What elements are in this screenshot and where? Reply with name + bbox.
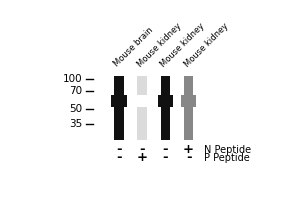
Bar bbox=[158, 95, 173, 107]
Bar bbox=[111, 95, 127, 107]
Bar bbox=[114, 76, 124, 95]
Bar bbox=[161, 76, 170, 95]
Text: N Peptide: N Peptide bbox=[204, 145, 251, 155]
Text: -: - bbox=[139, 143, 145, 156]
Text: -: - bbox=[163, 151, 168, 164]
Text: -: - bbox=[116, 151, 122, 164]
Text: -: - bbox=[116, 143, 122, 156]
Text: -: - bbox=[186, 151, 191, 164]
Bar bbox=[181, 95, 197, 107]
Bar bbox=[114, 107, 124, 140]
Bar bbox=[184, 107, 193, 140]
Text: Mouse kidney: Mouse kidney bbox=[136, 21, 183, 69]
Text: Mouse kidney: Mouse kidney bbox=[159, 21, 207, 69]
Text: Mouse kidney: Mouse kidney bbox=[182, 21, 230, 69]
Text: 70: 70 bbox=[69, 86, 82, 96]
Text: Mouse brain: Mouse brain bbox=[112, 26, 155, 69]
Text: 100: 100 bbox=[63, 74, 82, 84]
Bar bbox=[137, 76, 147, 95]
Bar bbox=[184, 76, 193, 95]
Text: 35: 35 bbox=[69, 119, 82, 129]
Text: +: + bbox=[183, 143, 194, 156]
Bar bbox=[161, 107, 170, 140]
Text: 50: 50 bbox=[69, 104, 82, 114]
Text: P Peptide: P Peptide bbox=[204, 153, 250, 163]
Text: -: - bbox=[163, 143, 168, 156]
Text: +: + bbox=[136, 151, 148, 164]
Bar bbox=[137, 107, 147, 140]
